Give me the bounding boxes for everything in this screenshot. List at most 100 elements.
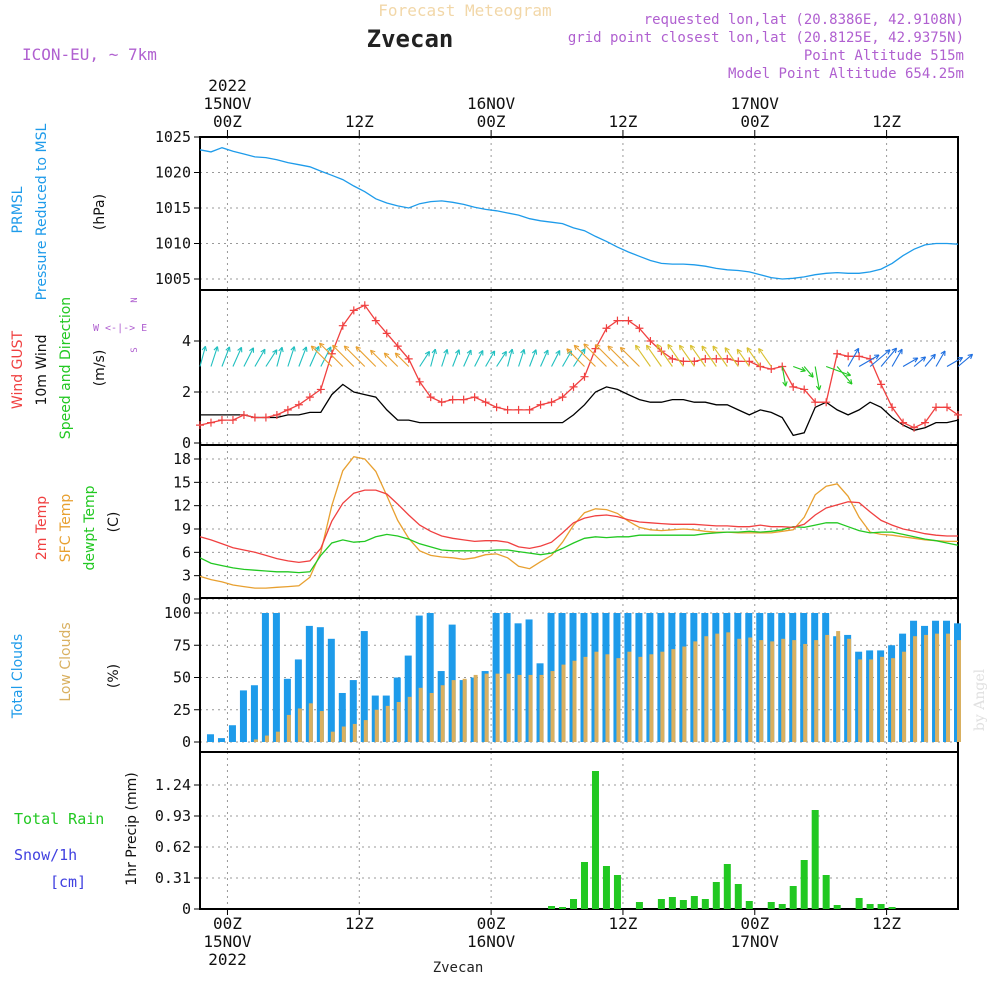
rain-bar: [580, 862, 588, 909]
wind-direction-arrow: [635, 344, 651, 367]
wind-direction-arrow: [803, 366, 814, 378]
low-cloud-bar: [737, 638, 742, 742]
low-cloud-bar: [275, 731, 280, 742]
wind-direction-arrow: [607, 345, 629, 367]
wind-arrow-head: [225, 346, 231, 352]
wind-direction-arrow: [619, 347, 640, 367]
wind-arrow-head: [940, 350, 946, 356]
label-temp-unit: (C): [106, 512, 122, 533]
low-cloud-bar: [550, 671, 555, 742]
wind-arrow-head: [645, 344, 652, 351]
wind-arrow-head: [891, 347, 898, 354]
gust-point: [800, 385, 809, 394]
wind-arrow-head: [249, 347, 255, 353]
wind-arrow-head: [701, 345, 707, 352]
low-cloud-bar: [649, 654, 654, 742]
wind-direction-arrow: [562, 350, 572, 367]
wind-arrow-head: [712, 345, 718, 352]
bottom-time-label: 00Z: [477, 914, 506, 933]
rain-bar: [613, 875, 621, 909]
gust-point: [558, 393, 567, 402]
label-cloud-unit: (%): [106, 664, 122, 688]
gust-point: [580, 372, 589, 381]
wind-direction-arrow: [793, 365, 806, 372]
top-time-label: 15NOV: [203, 94, 252, 113]
gust-point: [569, 382, 578, 391]
wind-direction-arrow: [946, 357, 963, 367]
total-cloud-bar: [217, 738, 225, 742]
wind-arrow-head: [874, 354, 880, 360]
sfc-temp-line: [199, 455, 958, 589]
label-low-clouds: Low Clouds: [58, 622, 74, 701]
rain-bar: [657, 899, 665, 909]
wind-direction-arrow: [880, 347, 897, 367]
gust-point: [327, 349, 336, 358]
low-cloud-bar: [781, 638, 786, 742]
wind-direction-arrow: [781, 366, 787, 387]
wind-arrow-head: [854, 347, 860, 354]
wind-direction-arrow: [419, 351, 430, 367]
low-cloud-bar: [451, 680, 456, 742]
wind-direction-arrow: [287, 346, 295, 367]
total-cloud-bar: [294, 659, 302, 742]
gust-point: [723, 354, 732, 363]
label-snow: Snow/1h: [14, 846, 77, 864]
rain-bar: [822, 875, 830, 909]
gust-point: [481, 398, 490, 407]
wind-direction-arrow: [310, 345, 333, 367]
wind-direction-arrow: [701, 345, 717, 367]
wind-arrow-head: [314, 345, 320, 352]
low-cloud-bar: [484, 673, 489, 742]
wind-direction-arrow: [678, 344, 695, 367]
gust-point: [393, 342, 402, 351]
point-altitude: Point Altitude 515m: [804, 48, 964, 64]
bottom-time-label: 12Z: [608, 914, 637, 933]
wind-arrow-head: [566, 348, 572, 354]
low-cloud-bar: [319, 711, 324, 742]
compass-we: W <-|-> E: [93, 323, 147, 334]
y-tick-label: 9: [182, 520, 191, 538]
wind-direction-arrow: [518, 349, 525, 367]
gust-point: [789, 382, 798, 391]
total-cloud-bar: [239, 690, 247, 742]
rain-bar: [679, 900, 687, 909]
gust-point: [404, 354, 413, 363]
y-tick-label: 1010: [155, 235, 191, 253]
gust-point: [712, 354, 721, 363]
gust-point: [349, 306, 358, 315]
low-cloud-bar: [308, 703, 313, 742]
low-cloud-bar: [253, 739, 258, 742]
rain-bar: [800, 860, 808, 909]
low-cloud-bar: [792, 640, 797, 742]
rain-bar: [570, 899, 578, 909]
station-title: Zvecan: [367, 25, 454, 53]
top-time-label: 16NOV: [467, 94, 516, 113]
wind-direction-arrow: [566, 348, 585, 367]
wind-arrow-head: [466, 349, 472, 356]
wind-direction-arrow: [847, 348, 860, 367]
gust-point: [415, 377, 424, 386]
wind-direction-arrow: [758, 348, 772, 367]
gust-point: [635, 324, 644, 333]
bottom-time-label: 16NOV: [467, 932, 516, 951]
top-time-label: 00Z: [740, 112, 769, 131]
wind-arrow-head: [800, 366, 806, 373]
label-sfc-temp: SFC Temp: [58, 494, 74, 563]
top-time-label: 00Z: [213, 112, 242, 131]
wind-arrow-head: [782, 381, 788, 387]
y-tick-label: 0: [182, 900, 191, 918]
y-tick-label: 6: [182, 543, 191, 561]
rain-bar: [778, 904, 786, 909]
wind-arrow-head: [607, 345, 613, 351]
rain-bar: [734, 884, 742, 909]
wind-arrow-head: [260, 348, 266, 355]
wind-direction-arrow: [551, 350, 561, 367]
low-cloud-bar: [374, 709, 379, 742]
gust-point: [360, 301, 369, 310]
wind-direction-arrow: [573, 348, 586, 367]
requested-coords: requested lon,lat (20.8386E, 42.9108N): [644, 12, 964, 28]
wind-direction-arrow: [913, 356, 926, 367]
wind-arrow-head: [619, 346, 626, 353]
low-cloud-bar: [847, 638, 852, 742]
low-cloud-bar: [352, 723, 357, 742]
